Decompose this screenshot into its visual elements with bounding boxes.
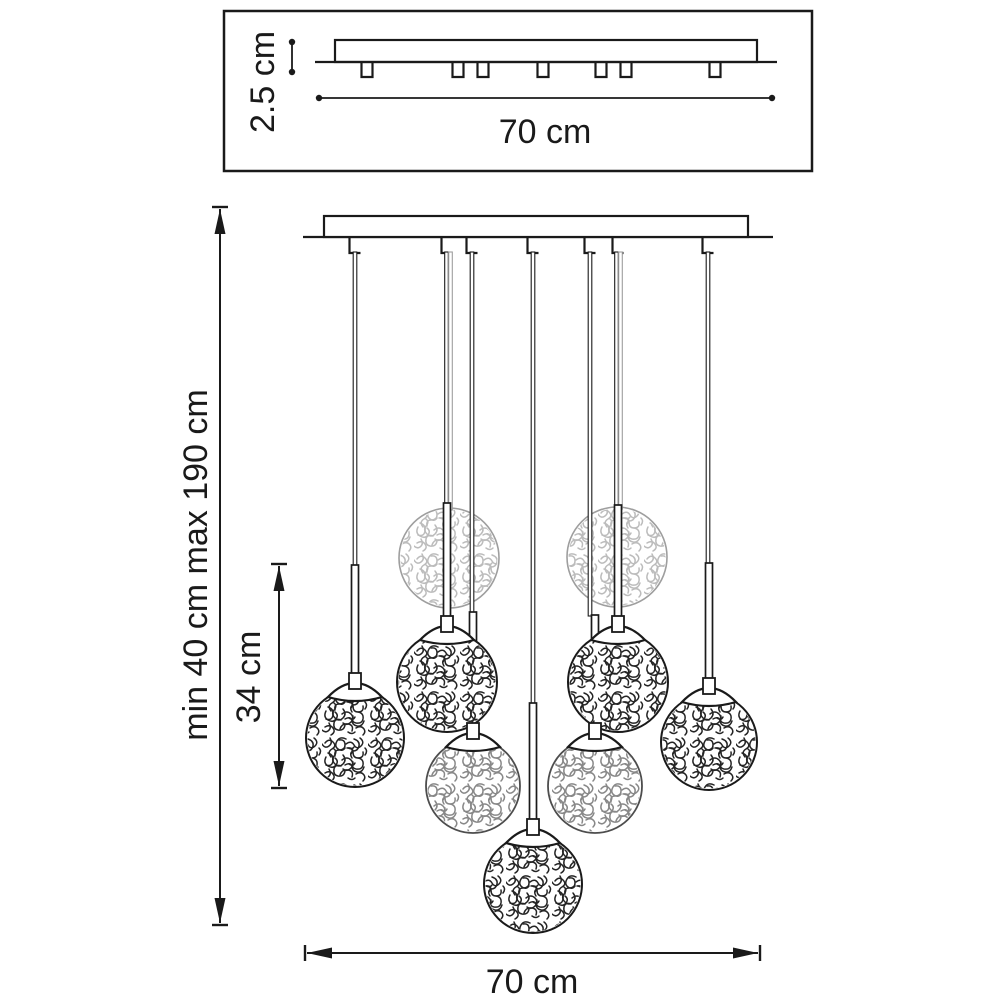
- sphere-socket-cap: [325, 682, 385, 703]
- detail-connector: [536, 62, 550, 79]
- suspension-cable: [618, 251, 623, 510]
- cable-connector: [583, 238, 596, 255]
- cable-connector: [465, 238, 478, 255]
- arrow-down-icon: [214, 898, 226, 923]
- suspension-rod: [350, 564, 360, 675]
- dimension-fixture-width: 70 cm: [303, 945, 762, 1001]
- socket-stem: [348, 672, 362, 690]
- detail-width-dimension: 70 cm: [315, 94, 776, 151]
- detail-connector: [360, 62, 374, 79]
- sphere-socket-cap: [443, 732, 503, 753]
- suspension-cable: [614, 251, 619, 507]
- detail-box-border: [222, 9, 814, 173]
- socket-stem: [466, 722, 480, 740]
- fixture-width-label: 70 cm: [486, 963, 579, 1000]
- arrow-up-icon: [273, 566, 285, 591]
- cable-connector: [348, 238, 361, 255]
- dimension-suspension-range: min 40 cm max 190 cm: [177, 205, 228, 927]
- sphere-socket-cap: [588, 625, 648, 646]
- cable-connectors: [348, 238, 714, 255]
- sphere-texture: [549, 740, 641, 832]
- socket-stem: [526, 818, 540, 836]
- cable-connector: [701, 238, 714, 255]
- sphere-texture: [427, 740, 519, 832]
- detail-cable-connectors: [360, 62, 722, 79]
- suspension-rod: [704, 562, 714, 680]
- suspension-cable: [448, 251, 453, 511]
- suspension-rod: [442, 502, 452, 618]
- sphere-texture: [485, 836, 581, 932]
- sphere-texture: [662, 695, 756, 789]
- pendant-drop-label: 34 cm: [230, 631, 268, 724]
- suspension-cable: [705, 251, 711, 565]
- cable-connector: [440, 238, 453, 255]
- detail-ceiling-plate: [315, 38, 777, 64]
- detail-connector: [708, 62, 722, 79]
- arrow-down-icon: [273, 761, 285, 786]
- detail-connector: [476, 62, 490, 79]
- suspension-cable: [352, 251, 358, 567]
- socket-stem: [611, 615, 625, 633]
- sphere-socket-cap: [417, 625, 477, 646]
- pendant-sphere-5: [305, 672, 405, 788]
- sphere-texture: [569, 633, 667, 731]
- sphere-socket-cap: [565, 732, 625, 753]
- suspension-cable: [469, 251, 475, 614]
- pendant-sphere-8: [547, 722, 643, 834]
- detail-height-dimension: 2.5 cm: [244, 31, 296, 133]
- socket-stem: [440, 615, 454, 633]
- socket-stem: [702, 677, 716, 695]
- dimension-dot: [768, 94, 776, 102]
- dimension-dot: [288, 38, 296, 46]
- sphere-texture: [307, 690, 403, 786]
- main-view: min 40 cm max 190 cm 34 cm 70 cm: [177, 205, 773, 1001]
- arrow-right-icon: [733, 947, 758, 959]
- suspension-cable: [444, 251, 449, 505]
- suspension-rod: [613, 504, 623, 618]
- suspension-cable: [530, 251, 536, 705]
- sphere-socket-cap: [503, 828, 563, 849]
- sphere-socket-cap: [679, 687, 739, 708]
- cable-connector: [611, 238, 624, 255]
- detail-view-box: 2.5 cm 70 cm: [222, 9, 814, 173]
- arrow-up-icon: [214, 209, 226, 234]
- pendant-sphere-7: [425, 722, 521, 834]
- ceiling-plate: [303, 214, 773, 239]
- pendant-sphere-9: [483, 818, 583, 934]
- detail-connector: [594, 62, 608, 79]
- dimension-dot: [315, 94, 323, 102]
- pendant-sphere-4: [567, 615, 669, 733]
- pendant-sphere-6: [660, 677, 758, 791]
- arrow-left-icon: [307, 947, 332, 959]
- dimension-dot: [288, 68, 296, 76]
- suspension-rod: [528, 702, 538, 821]
- pendant-sphere-3: [396, 615, 498, 733]
- cable-connector: [526, 238, 539, 255]
- detail-connector: [619, 62, 633, 79]
- suspension-cable: [587, 251, 593, 617]
- socket-stem: [588, 722, 602, 740]
- detail-connector: [451, 62, 465, 79]
- detail-height-label: 2.5 cm: [244, 31, 282, 133]
- dimension-pendant-drop: 34 cm: [230, 562, 287, 790]
- sphere-texture: [398, 633, 496, 731]
- suspension-range-label: min 40 cm max 190 cm: [177, 389, 215, 740]
- pendants-layer: [305, 251, 758, 934]
- detail-width-label: 70 cm: [499, 113, 592, 151]
